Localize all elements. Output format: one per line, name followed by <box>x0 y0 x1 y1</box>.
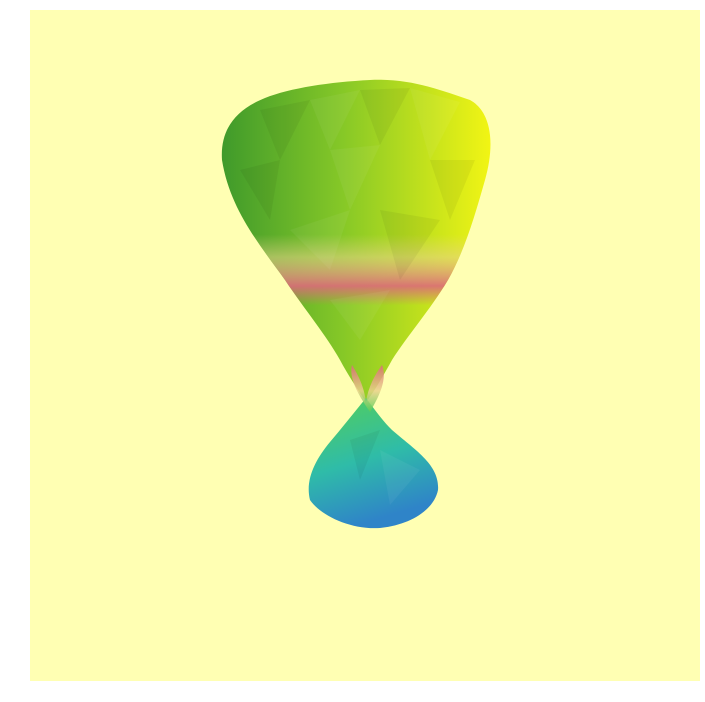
vase-neck-shading <box>221 79 491 403</box>
mesh-facet <box>360 88 410 145</box>
render-viewport <box>30 10 700 681</box>
mesh-facet <box>330 145 380 210</box>
vase-mesh-render <box>30 10 700 681</box>
mesh-facet <box>410 88 460 160</box>
mesh-facet <box>330 290 390 340</box>
vase-neck <box>351 365 384 412</box>
mesh-facet <box>260 100 310 160</box>
mesh-facet <box>290 210 350 270</box>
mesh-facet <box>240 160 280 220</box>
mesh-facet <box>380 450 420 505</box>
mesh-facets <box>240 88 475 505</box>
vase-base <box>308 398 439 529</box>
mesh-facet <box>310 90 360 150</box>
mesh-facet <box>380 210 440 280</box>
mesh-facet <box>430 160 475 220</box>
mesh-facet <box>350 430 380 480</box>
